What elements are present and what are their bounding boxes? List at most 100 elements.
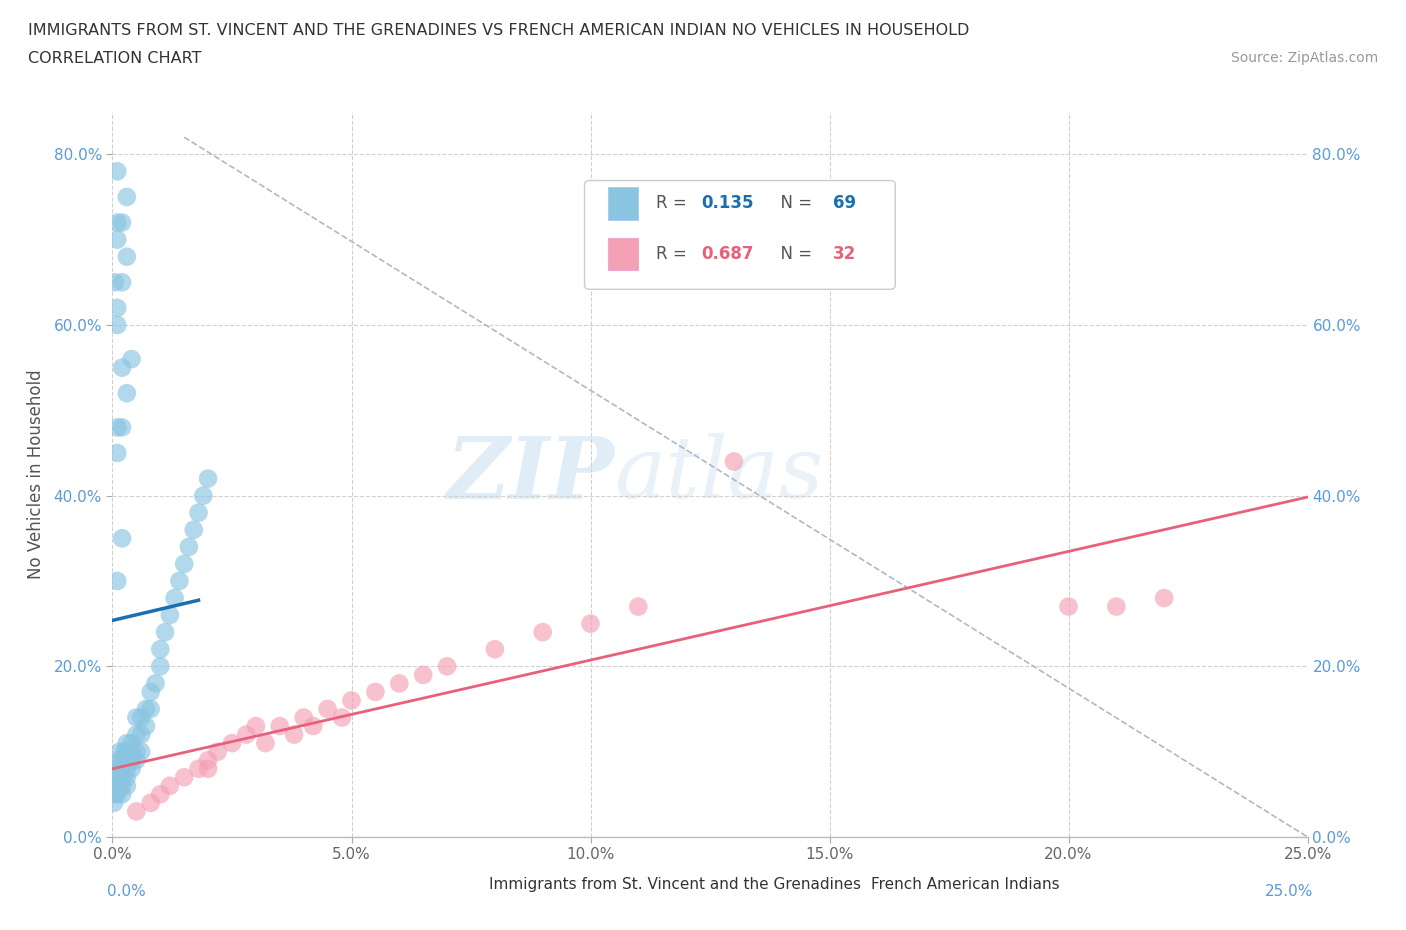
Point: [183, 523, 205, 538]
Point: [153, 625, 176, 640]
Point: [173, 556, 195, 571]
Point: [115, 762, 138, 777]
Point: [531, 625, 554, 640]
Point: [1153, 591, 1175, 605]
Point: [340, 693, 363, 708]
Y-axis label: No Vehicles in Household: No Vehicles in Household: [27, 369, 45, 579]
Point: [173, 770, 195, 785]
Point: [104, 787, 127, 802]
Point: [316, 701, 339, 716]
Point: [627, 599, 650, 614]
Point: [111, 752, 134, 767]
Point: [129, 744, 152, 759]
Point: [121, 744, 143, 759]
Point: [125, 711, 148, 725]
Text: R =: R =: [657, 246, 692, 263]
Point: [105, 317, 128, 332]
Point: [245, 719, 267, 734]
Point: [111, 275, 134, 290]
Point: [125, 804, 148, 818]
Text: 25.0%: 25.0%: [1265, 884, 1313, 899]
Point: [125, 744, 148, 759]
Point: [1057, 599, 1080, 614]
Point: [115, 778, 138, 793]
Point: [187, 505, 209, 520]
Text: 32: 32: [834, 246, 856, 263]
Point: [111, 360, 134, 375]
FancyBboxPatch shape: [830, 871, 859, 898]
Point: [159, 778, 181, 793]
Point: [105, 164, 128, 179]
Point: [108, 744, 131, 759]
Point: [283, 727, 305, 742]
Point: [105, 420, 128, 435]
Point: [129, 711, 152, 725]
Point: [105, 778, 128, 793]
Point: [129, 727, 152, 742]
Point: [197, 762, 219, 777]
Point: [105, 232, 128, 247]
Point: [105, 574, 128, 589]
Text: Source: ZipAtlas.com: Source: ZipAtlas.com: [1230, 51, 1378, 65]
Point: [149, 787, 172, 802]
Point: [111, 215, 134, 230]
Text: CORRELATION CHART: CORRELATION CHART: [28, 51, 201, 66]
Point: [115, 744, 138, 759]
Point: [1105, 599, 1128, 614]
Point: [125, 752, 148, 767]
Point: [104, 275, 127, 290]
Point: [111, 531, 134, 546]
Point: [169, 574, 191, 589]
Point: [105, 215, 128, 230]
Point: [115, 770, 138, 785]
Point: [111, 420, 134, 435]
Point: [149, 658, 172, 673]
Point: [125, 727, 148, 742]
Text: Immigrants from St. Vincent and the Grenadines: Immigrants from St. Vincent and the Gren…: [489, 877, 860, 892]
Point: [292, 711, 315, 725]
Text: 69: 69: [834, 194, 856, 212]
Point: [103, 795, 125, 810]
FancyBboxPatch shape: [609, 187, 638, 219]
Point: [197, 472, 219, 486]
Point: [139, 701, 162, 716]
Point: [104, 770, 127, 785]
Text: French American Indians: French American Indians: [872, 877, 1060, 892]
Point: [193, 488, 215, 503]
Point: [207, 744, 229, 759]
Point: [115, 190, 138, 205]
Point: [105, 445, 128, 460]
Point: [115, 752, 138, 767]
Point: [254, 736, 277, 751]
Point: [105, 762, 128, 777]
Point: [235, 727, 257, 742]
Point: [107, 762, 129, 777]
Point: [197, 752, 219, 767]
Point: [115, 249, 138, 264]
Point: [145, 676, 167, 691]
Point: [149, 642, 172, 657]
Point: [159, 607, 181, 622]
Text: 0.0%: 0.0%: [107, 884, 145, 899]
Point: [135, 719, 157, 734]
Point: [187, 762, 209, 777]
Point: [302, 719, 325, 734]
Point: [579, 617, 602, 631]
Point: [111, 787, 134, 802]
Text: N =: N =: [770, 246, 817, 263]
Point: [105, 770, 128, 785]
Text: IMMIGRANTS FROM ST. VINCENT AND THE GRENADINES VS FRENCH AMERICAN INDIAN NO VEHI: IMMIGRANTS FROM ST. VINCENT AND THE GREN…: [28, 23, 970, 38]
Point: [105, 787, 128, 802]
Point: [108, 752, 131, 767]
FancyBboxPatch shape: [447, 871, 477, 898]
Point: [484, 642, 506, 657]
FancyBboxPatch shape: [609, 238, 638, 271]
Text: 0.687: 0.687: [702, 246, 754, 263]
Point: [723, 454, 745, 469]
Point: [105, 300, 128, 315]
Point: [105, 778, 128, 793]
Point: [135, 701, 157, 716]
Point: [163, 591, 186, 605]
Point: [121, 352, 143, 366]
Text: R =: R =: [657, 194, 692, 212]
